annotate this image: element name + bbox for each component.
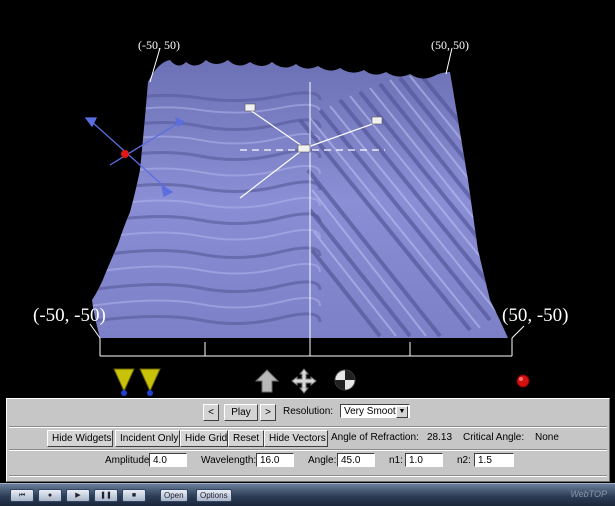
reset-button[interactable]: Reset (228, 430, 264, 447)
critical-angle-label: Critical Angle: (463, 432, 525, 443)
angle-label: Angle: (308, 455, 337, 466)
record-icon[interactable] (515, 373, 531, 389)
parameters-row: Amplitude: 4.0 Wavelength: 16.0 Angle: 4… (7, 453, 609, 473)
wave-vectors (239, 109, 385, 199)
next-button[interactable]: > (260, 404, 276, 421)
incident-beam-cones-icon[interactable] (112, 365, 164, 397)
critical-angle-value: None (535, 432, 559, 443)
previous-button[interactable]: < (203, 404, 219, 421)
corner-label-bottom-right: (50, -50) (502, 305, 569, 326)
n2-field[interactable]: 1.5 (474, 453, 514, 467)
hide-vectors-button[interactable]: Hide Vectors (264, 430, 328, 447)
amplitude-label: Amplitude: (105, 455, 153, 466)
options-row: Hide Widgets Incident Only Hide Grid Res… (7, 430, 609, 450)
resolution-select[interactable]: Very Smooth ▼ (340, 404, 410, 418)
wavelength-label: Wavelength: (201, 455, 257, 466)
divider (9, 449, 607, 451)
chevron-down-icon[interactable]: ▼ (396, 406, 408, 418)
control-panel: < Play > Resolution: Very Smooth ▼ Hide … (6, 398, 610, 482)
wave-surface-scene[interactable] (0, 0, 615, 397)
grid-frame (89, 47, 525, 357)
n2-label: n2: (457, 455, 471, 466)
rewind-icon[interactable]: ⏮ (10, 489, 34, 502)
hide-grid-button[interactable]: Hide Grid (180, 430, 228, 447)
vector-handles (244, 103, 383, 153)
n1-label: n1: (389, 455, 403, 466)
n1-field[interactable]: 1.0 (405, 453, 443, 467)
corner-label-bottom-left: (-50, -50) (33, 305, 106, 326)
source-widget (84, 116, 186, 197)
player-toolbar: ⏮ ● ▶ ❚❚ ■ Open Options WebTOP (0, 483, 615, 506)
pan-view-icon[interactable] (291, 368, 317, 394)
corner-label-top-left: (-50, 50) (138, 38, 180, 52)
angle-refraction-value: 28.13 (427, 432, 453, 443)
playback-row: < Play > Resolution: Very Smooth ▼ (7, 404, 609, 424)
stop-icon[interactable]: ■ (122, 489, 146, 502)
divider (9, 426, 607, 428)
source-point (121, 150, 129, 158)
open-button[interactable]: Open (160, 489, 188, 502)
angle-field[interactable]: 45.0 (337, 453, 375, 467)
pause-icon[interactable]: ❚❚ (94, 489, 118, 502)
wavelength-field[interactable]: 16.0 (256, 453, 294, 467)
amplitude-field[interactable]: 4.0 (149, 453, 187, 467)
divider (9, 475, 607, 477)
hide-widgets-button[interactable]: Hide Widgets (47, 430, 113, 447)
rotate-view-icon[interactable] (254, 368, 280, 394)
corner-label-top-right: (50, 50) (431, 38, 469, 52)
play-button[interactable]: Play (224, 404, 258, 421)
angle-refraction-label: Angle of Refraction: (331, 432, 419, 443)
incident-only-button[interactable]: Incident Only (115, 430, 180, 447)
resolution-label: Resolution: (283, 406, 334, 417)
resolution-value: Very Smooth (344, 406, 402, 417)
zoom-view-icon[interactable] (333, 368, 357, 392)
webtop-watermark: WebTOP (570, 489, 607, 499)
play-icon[interactable]: ▶ (66, 489, 90, 502)
record-dot-icon[interactable]: ● (38, 489, 62, 502)
options-button[interactable]: Options (196, 489, 232, 502)
3d-viewport[interactable]: (-50, 50) (50, 50) (-50, -50) (50, -50) (0, 0, 615, 397)
